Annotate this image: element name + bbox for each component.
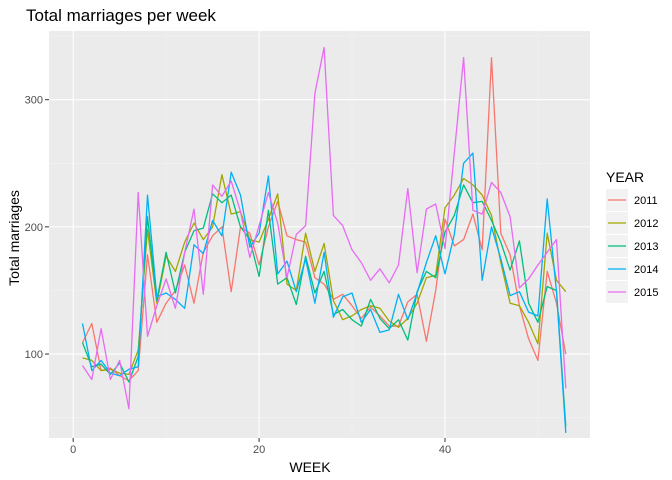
series-line-2013 (81, 184, 567, 427)
legend-label-2013: 2013 (634, 241, 658, 253)
legend: YEAR 2011 2012 2013 2014 2015 (606, 169, 658, 303)
legend-label-2011: 2011 (634, 195, 658, 207)
x-tick-label: 0 (70, 444, 76, 456)
legend-label-2015: 2015 (634, 287, 658, 299)
series-line-2014 (81, 152, 567, 433)
series-line-2011 (81, 57, 567, 382)
y-axis-title: Total marriages (6, 190, 22, 286)
legend-label-2012: 2012 (634, 218, 658, 230)
y-tick-label: 300 (25, 95, 43, 107)
legend-label-2014: 2014 (634, 264, 658, 276)
plot-panel (49, 31, 590, 438)
minor-gridlines (49, 31, 590, 438)
x-tick-label: 40 (439, 444, 451, 456)
axis-ticks (45, 99, 446, 442)
tick-labels: 0 20 40 100 200 300 (25, 95, 451, 456)
x-axis-title: WEEK (289, 459, 331, 475)
series-lines (81, 46, 567, 433)
y-tick-label: 100 (25, 349, 43, 361)
x-tick-label: 20 (253, 444, 265, 456)
y-tick-label: 200 (25, 222, 43, 234)
chart-title: Total marriages per week (26, 6, 216, 25)
legend-title: YEAR (606, 169, 644, 185)
series-line-2015 (81, 46, 567, 410)
